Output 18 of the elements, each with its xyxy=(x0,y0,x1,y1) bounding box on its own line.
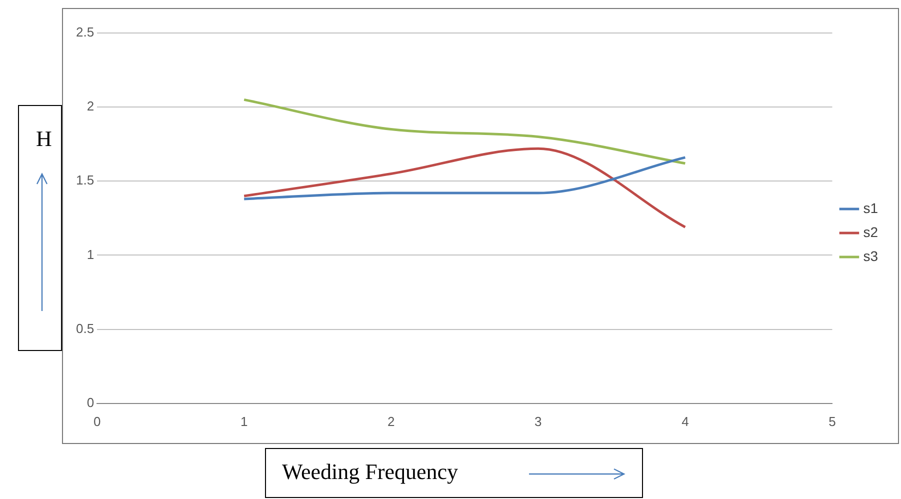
x-tick-label: 3 xyxy=(534,414,542,429)
y-tick-label: 1.5 xyxy=(76,172,94,188)
line-series xyxy=(242,98,686,165)
y-tick-label: 1 xyxy=(86,246,94,262)
line-series xyxy=(242,147,686,228)
x-tick-label: 4 xyxy=(682,414,689,429)
y-tick-label: 2.5 xyxy=(76,24,94,40)
legend-label: s3 xyxy=(863,248,878,264)
x-tick-label: 1 xyxy=(240,414,248,429)
x-tick-label: 5 xyxy=(828,414,836,429)
y-tick-label: 0 xyxy=(86,394,94,410)
legend-label: s1 xyxy=(863,200,878,216)
y-tick-label: 0.5 xyxy=(76,320,94,336)
y-tick-label: 2 xyxy=(86,98,94,114)
x-axis-title: Weeding Frequency xyxy=(282,459,458,485)
legend-label: s2 xyxy=(863,224,878,240)
x-tick-label: 2 xyxy=(388,414,395,429)
y-axis-title: H xyxy=(36,126,52,152)
